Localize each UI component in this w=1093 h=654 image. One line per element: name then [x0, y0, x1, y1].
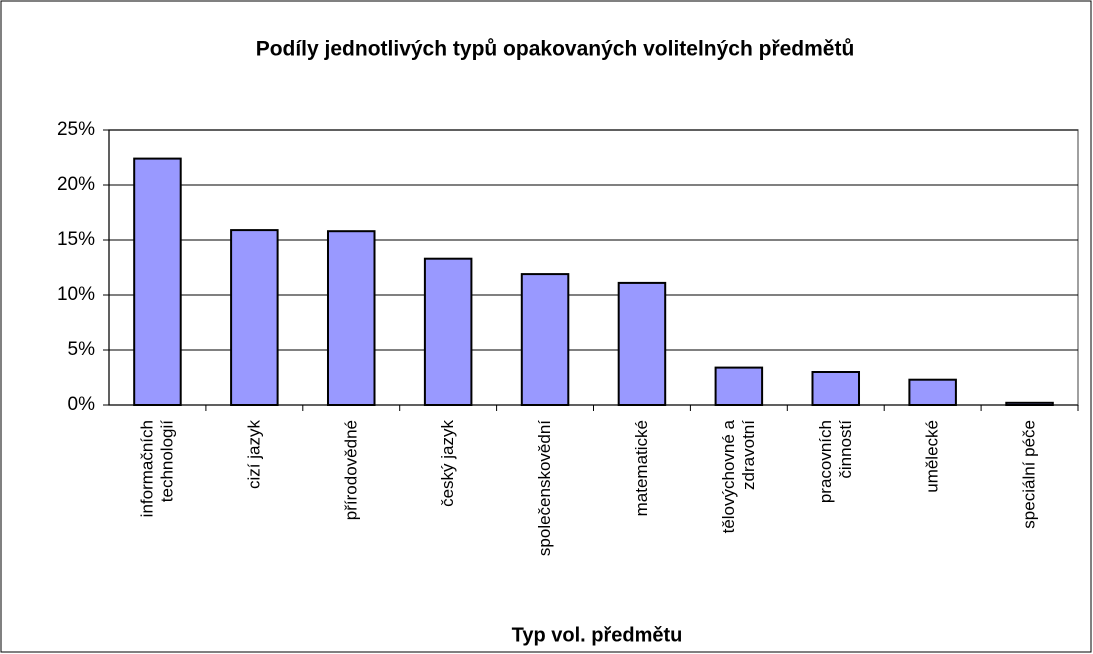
- bar: [133, 157, 182, 406]
- y-tick-label: 20%: [57, 174, 95, 195]
- x-tick-label: společenskovědní: [535, 420, 555, 557]
- bar: [617, 281, 667, 406]
- chart-title: Podíly jednotlivých typů opakovaných vol…: [256, 38, 855, 61]
- x-tick-label: matematické: [631, 420, 651, 517]
- x-tick-label: český jazyk: [438, 420, 458, 507]
- bar: [230, 229, 279, 406]
- y-tick-label: 5%: [68, 339, 96, 360]
- x-tick-label: speciální péče: [1019, 420, 1039, 529]
- bar: [1005, 401, 1054, 406]
- x-tick-label: pracovních činností: [815, 420, 855, 504]
- y-tick-label: 25%: [57, 119, 95, 140]
- x-axis-title: Typ vol. předmětu: [512, 624, 683, 646]
- bar: [423, 257, 473, 407]
- x-tick-label: informačních technologií: [137, 420, 177, 518]
- x-tick-label: tělovýchovné a zdravotní: [718, 420, 758, 534]
- bar: [520, 273, 570, 406]
- y-tick-label: 15%: [57, 229, 95, 250]
- bar: [908, 378, 957, 407]
- x-tick-label: přírodovědné: [341, 420, 361, 521]
- bar: [714, 366, 764, 407]
- bar: [326, 230, 376, 406]
- x-tick-label: umělecké: [922, 420, 942, 493]
- bar: [811, 371, 861, 406]
- x-tick-label: cizí jazyk: [244, 420, 264, 489]
- y-tick-label: 0%: [68, 394, 96, 415]
- y-tick-label: 10%: [57, 284, 95, 305]
